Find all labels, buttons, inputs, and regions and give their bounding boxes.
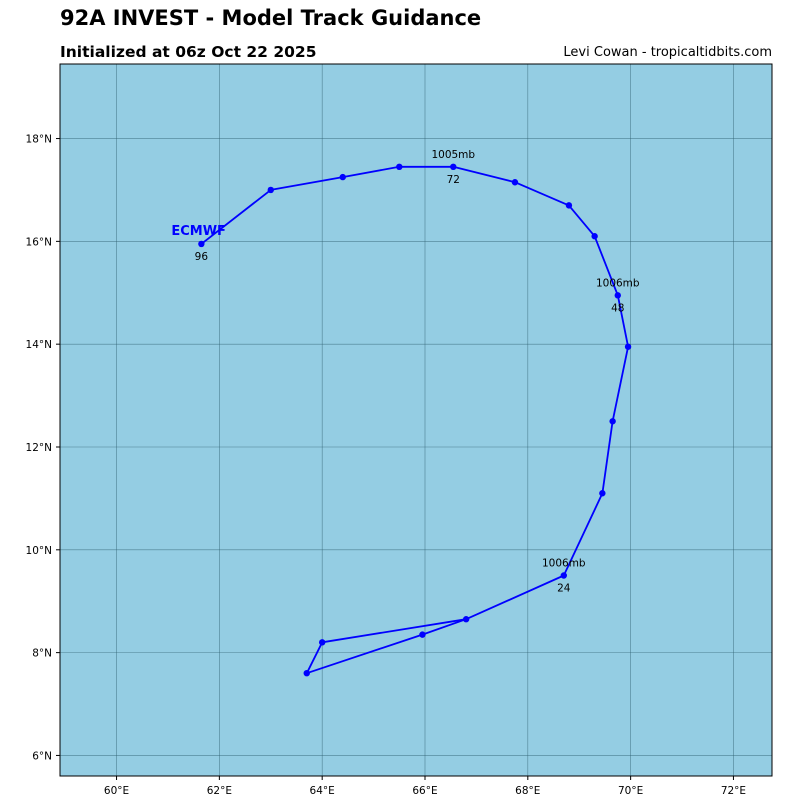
forecast-hour-label: 72 (447, 174, 460, 186)
map-frame (59, 63, 773, 777)
tick-label-lon: 70°E (618, 785, 643, 797)
tick-label-lon: 62°E (207, 785, 232, 797)
tick-label-lat: 8°N (32, 648, 52, 660)
track-point (396, 163, 403, 171)
track-point (267, 186, 274, 194)
axis-ticks: 60°E 62°E 64°E 66°E 68°E 70°E 72°E 6°N 8°N 10°N 12… (26, 134, 747, 797)
track-point (462, 616, 470, 623)
track-point (599, 490, 606, 497)
tick-label-lat: 16°N (26, 236, 52, 248)
forecast-hour-label: 48 (611, 302, 624, 314)
track-series: 1006mb 24 1006mb 48 1005mb 72 96 ECMWF (171, 149, 640, 677)
tick-label-lat: 10°N (26, 545, 52, 557)
chart-title: 92A INVEST - Model Track Guidance (60, 6, 482, 30)
ocean-background (60, 64, 772, 776)
map-grid (60, 64, 772, 776)
tick-label-lon: 72°E (721, 785, 746, 797)
credit-text: Levi Cowan - tropicaltidbits.com (563, 45, 772, 60)
track-point (565, 202, 573, 209)
tick-label-lon: 68°E (515, 785, 540, 797)
forecast-hour-label: 24 (557, 583, 571, 595)
model-name-label: ECMWF (171, 224, 226, 239)
model-tracks: 1006mb 24 1006mb 48 1005mb 72 96 ECMWF (171, 149, 640, 677)
track-point (591, 233, 598, 240)
track-line (200, 165, 629, 674)
tick-label-lon: 60°E (104, 785, 129, 797)
track-point (614, 292, 621, 299)
forecast-hour-label: 96 (195, 251, 209, 263)
tick-label-lat: 12°N (26, 442, 52, 454)
tick-label-lat: 6°N (32, 750, 52, 762)
track-point (624, 343, 632, 350)
pressure-label: 1005mb (431, 149, 475, 161)
track-point (609, 418, 616, 425)
chart-subtitle: Initialized at 06z Oct 22 2025 (60, 43, 317, 61)
track-point (318, 639, 326, 646)
tick-label-lon: 66°E (412, 785, 437, 797)
track-point (339, 173, 346, 181)
tick-label-lat: 14°N (26, 339, 52, 351)
track-point (198, 240, 205, 248)
track-point (450, 163, 457, 171)
track-point (303, 669, 310, 677)
track-point (560, 572, 567, 579)
track-point (419, 631, 426, 638)
pressure-label: 1006mb (596, 277, 640, 289)
tick-label-lon: 64°E (310, 785, 335, 797)
pressure-label: 1006mb (542, 558, 586, 570)
track-point (511, 179, 519, 186)
tick-label-lat: 18°N (26, 134, 52, 146)
